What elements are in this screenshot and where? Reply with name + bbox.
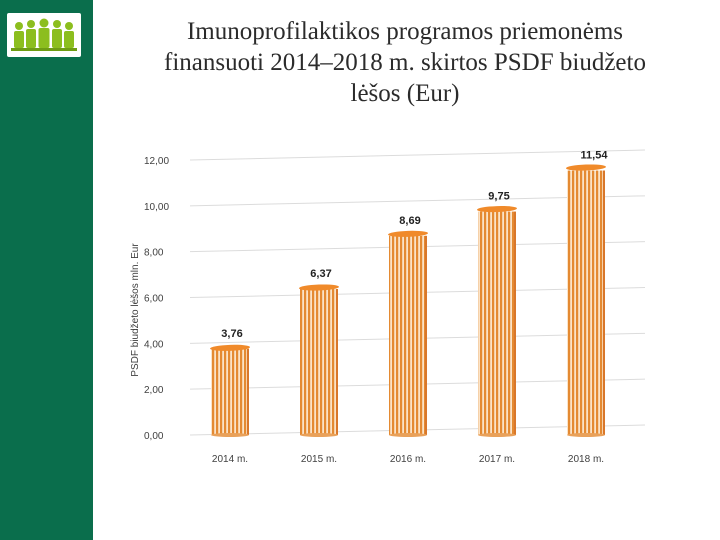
bar	[300, 289, 338, 435]
bar-edge	[514, 211, 516, 435]
bar-value-label: 8,69	[399, 215, 420, 227]
bar-base	[300, 433, 338, 437]
bar-cap	[299, 284, 339, 291]
x-tick-label: 2018 m.	[568, 454, 604, 465]
bar-base	[478, 433, 516, 437]
x-tick-label: 2014 m.	[212, 454, 248, 465]
x-tick-label: 2016 m.	[390, 454, 426, 465]
slide-title-line-3: lėšos (Eur)	[350, 80, 460, 107]
bar-value-label: 3,76	[221, 328, 242, 340]
bar-cap	[566, 164, 606, 171]
bar-cap	[388, 230, 428, 237]
y-tick-label: 6,00	[144, 294, 164, 305]
bar-value-label: 6,37	[310, 268, 331, 280]
bar-cap	[477, 205, 517, 213]
bar-base	[567, 433, 605, 437]
x-tick-label: 2017 m.	[479, 454, 515, 465]
y-tick-label: 8,00	[144, 248, 164, 259]
bar	[478, 211, 516, 435]
sidebar-band	[0, 0, 93, 540]
bar	[567, 170, 605, 435]
people-group-logo-icon	[7, 13, 81, 57]
slide-title-line-2: finansuoti 2014–2018 m. skirtos PSDF biu…	[164, 49, 646, 76]
bar-base	[211, 433, 249, 437]
bar-value-label: 9,75	[488, 191, 509, 203]
bar-edge	[603, 170, 605, 435]
gridline	[189, 149, 646, 161]
bar-edge	[425, 235, 427, 435]
y-tick-label: 12,00	[144, 156, 169, 167]
y-tick-label: 10,00	[144, 202, 169, 213]
slide-title-line-1: Imunoprofilaktikos programos priemonėms	[186, 18, 624, 45]
y-axis-label: PSDF biudžeto lėšos mln. Eur	[130, 243, 141, 377]
bar-base	[389, 433, 427, 437]
bar	[389, 235, 427, 435]
bar-edge	[247, 348, 249, 435]
y-tick-label: 0,00	[144, 431, 164, 442]
bar-chart: 0,00 2,00 4,00 6,00 8,00 10,00 12,00 PSDF biudž…	[130, 149, 646, 465]
bar-cap	[210, 344, 250, 351]
bar-value-label: 11,54	[581, 150, 609, 162]
y-tick-label: 2,00	[144, 385, 164, 396]
x-tick-label: 2015 m.	[301, 454, 337, 465]
bar-edge	[336, 289, 338, 435]
y-tick-label: 4,00	[144, 339, 164, 350]
slide-title: Imunoprofilaktikos programos priemonėms …	[110, 16, 700, 109]
bar	[211, 348, 249, 435]
